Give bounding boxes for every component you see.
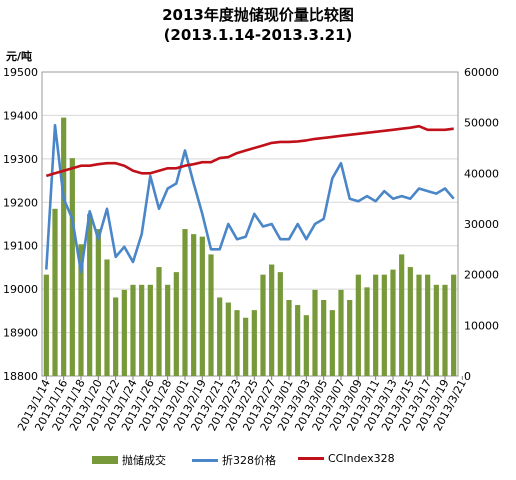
y-left-tick-label: 19400 bbox=[3, 109, 38, 122]
volume-bar bbox=[147, 284, 153, 376]
volume-bar bbox=[208, 254, 214, 376]
legend-swatch-bars bbox=[92, 456, 118, 464]
volume-bar bbox=[104, 259, 110, 376]
volume-bar bbox=[425, 274, 431, 376]
volume-bar bbox=[329, 310, 335, 376]
volume-bar bbox=[182, 229, 188, 376]
volume-bar bbox=[338, 289, 344, 376]
volume-bar bbox=[260, 274, 266, 376]
volume-bar bbox=[69, 158, 75, 376]
left-axis-unit: 元/吨 bbox=[6, 50, 33, 63]
volume-bar bbox=[165, 284, 171, 376]
volume-bar bbox=[173, 272, 179, 376]
volume-bar bbox=[61, 117, 67, 376]
y-right-tick-label: 0 bbox=[464, 370, 471, 383]
ccindex-line bbox=[45, 124, 454, 178]
volume-bar bbox=[390, 269, 396, 376]
volume-bar bbox=[139, 284, 145, 376]
legend-item-price: 折328价格 bbox=[192, 452, 276, 468]
volume-bar bbox=[295, 305, 301, 376]
legend-swatch-price bbox=[192, 458, 218, 462]
volume-bar bbox=[286, 300, 292, 376]
price-line-328 bbox=[45, 123, 455, 274]
y-left-tick-label: 19000 bbox=[3, 283, 38, 296]
volume-bar bbox=[130, 284, 136, 376]
volume-bar bbox=[225, 302, 231, 376]
volume-bar bbox=[312, 289, 318, 376]
y-right-tick-label: 10000 bbox=[464, 319, 499, 332]
volume-bar bbox=[243, 317, 249, 376]
y-left-tick-label: 19300 bbox=[3, 153, 38, 166]
volume-bar bbox=[269, 264, 275, 376]
volume-bar bbox=[121, 289, 127, 376]
volume-bar bbox=[433, 284, 439, 376]
volume-bar bbox=[303, 315, 309, 376]
volume-bar bbox=[52, 208, 58, 376]
volume-bar bbox=[113, 297, 119, 376]
volume-bar bbox=[251, 310, 257, 376]
plot-frame bbox=[41, 71, 459, 377]
volume-bar bbox=[347, 300, 353, 376]
legend-label-price: 折328价格 bbox=[222, 454, 276, 467]
y-right-tick-label: 20000 bbox=[464, 269, 499, 282]
volume-bar bbox=[78, 244, 84, 376]
chart-title: 2013年度抛储现价量比较图 bbox=[162, 6, 354, 24]
volume-bar bbox=[321, 300, 327, 376]
volume-bar bbox=[399, 254, 405, 376]
volume-bar bbox=[442, 284, 448, 376]
chart-subtitle: (2013.1.14-2013.3.21) bbox=[163, 26, 353, 44]
y-left-tick-label: 18800 bbox=[3, 370, 38, 383]
volume-bar bbox=[217, 297, 223, 376]
volume-bar bbox=[87, 213, 93, 376]
volume-bar bbox=[277, 272, 283, 376]
volume-bar bbox=[381, 274, 387, 376]
volume-bar bbox=[199, 236, 205, 376]
y-left-tick-label: 19200 bbox=[3, 196, 38, 209]
y-right-tick-label: 40000 bbox=[464, 167, 499, 180]
legend-item-bars: 抛储成交 bbox=[92, 452, 166, 468]
volume-bar bbox=[373, 274, 379, 376]
volume-bar bbox=[364, 287, 370, 376]
y-left-tick-label: 19500 bbox=[3, 66, 38, 79]
volume-bar bbox=[234, 310, 240, 376]
y-left-tick-label: 19100 bbox=[3, 240, 38, 253]
volume-bar bbox=[95, 229, 101, 376]
volume-bar bbox=[43, 274, 49, 376]
volume-bar bbox=[416, 274, 422, 376]
legend-swatch-ccindex bbox=[298, 457, 324, 460]
volume-bar bbox=[355, 274, 361, 376]
legend: 抛储成交 折328价格 CCIndex328 bbox=[0, 452, 516, 472]
volume-bar bbox=[451, 274, 457, 376]
volume-bar bbox=[407, 267, 413, 376]
y-right-tick-label: 30000 bbox=[464, 218, 499, 231]
legend-label-ccindex: CCIndex328 bbox=[328, 452, 395, 465]
y-left-tick-label: 18900 bbox=[3, 327, 38, 340]
volume-bar bbox=[156, 267, 162, 376]
y-right-tick-label: 60000 bbox=[464, 66, 499, 79]
volume-bar bbox=[191, 234, 197, 376]
legend-item-ccindex: CCIndex328 bbox=[298, 452, 395, 465]
legend-label-bars: 抛储成交 bbox=[122, 454, 166, 467]
y-right-tick-label: 50000 bbox=[464, 117, 499, 130]
